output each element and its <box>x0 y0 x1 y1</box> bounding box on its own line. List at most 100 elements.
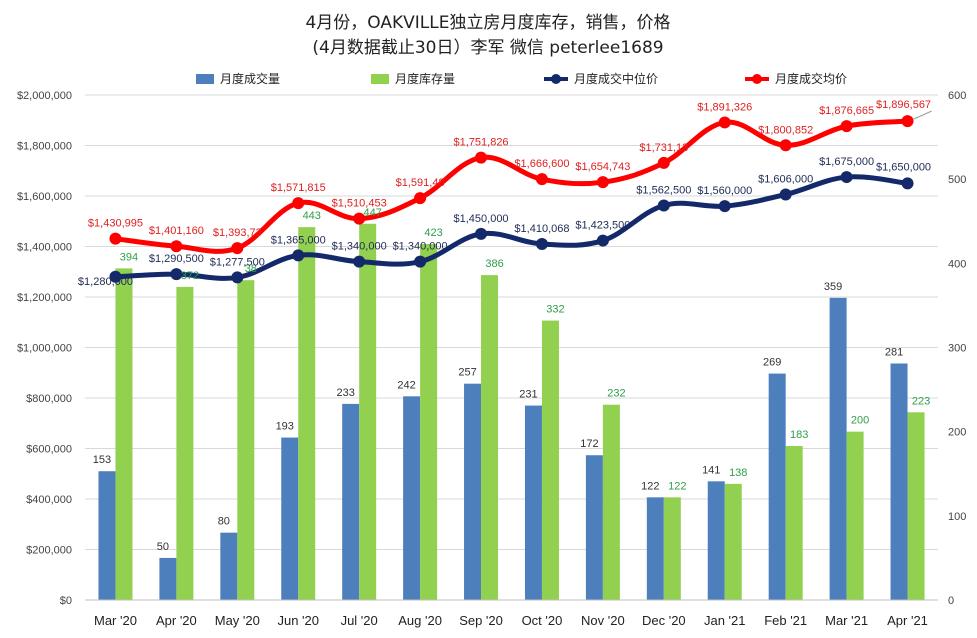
line-point <box>596 176 609 189</box>
bar-series <box>98 223 925 600</box>
line-value-label: $1,510,453 <box>332 198 387 210</box>
bar-value-label: 372 <box>181 270 199 282</box>
x-tick-label: Jan '21 <box>704 613 746 628</box>
bar <box>541 320 559 600</box>
left-tick-label: $200,000 <box>26 545 72 557</box>
line-point <box>414 255 427 268</box>
line-point <box>657 199 670 212</box>
bar <box>890 363 908 600</box>
bar-value-label: 153 <box>93 454 111 466</box>
left-tick-label: $600,000 <box>26 444 72 456</box>
right-tick-label: 100 <box>948 511 966 523</box>
data-labels: 153 50 80 193 233 242 257 231 172 122 141 269 359 281… <box>78 99 932 553</box>
line-value-label: $1,277,500 <box>210 256 265 268</box>
bar-value-label: 172 <box>580 438 598 450</box>
bar-value-label: 231 <box>519 389 537 401</box>
line-point <box>353 212 366 225</box>
x-tick-label: May '20 <box>215 613 260 628</box>
bar-value-label: 38 <box>245 263 257 275</box>
legend-swatch <box>371 74 389 84</box>
x-tick-label: Aug '20 <box>398 613 442 628</box>
line-point <box>535 173 548 186</box>
left-tick-label: $1,400,000 <box>17 242 72 254</box>
series-line <box>112 118 911 254</box>
line-value-label: $1,675,000 <box>819 156 874 168</box>
bar <box>159 557 177 600</box>
line-value-label: $1,650,000 <box>876 161 931 173</box>
bar-value-label: 281 <box>885 346 903 358</box>
line-value-label: $1,896,567 <box>876 99 931 111</box>
x-tick-label: Jun '20 <box>277 613 319 628</box>
line-point <box>840 171 853 184</box>
bar-value-label: 423 <box>424 227 442 239</box>
line-point <box>779 188 792 201</box>
line-point <box>170 240 183 253</box>
legend-label: 月度成交均价 <box>775 71 847 86</box>
bar-value-label: 80 <box>218 516 230 528</box>
right-tick-label: 600 <box>948 90 966 102</box>
line-value-label: $1,654,743 <box>575 161 630 173</box>
legend-marker <box>551 74 561 84</box>
left-tick-label: $1,000,000 <box>17 343 72 355</box>
bar-value-label: 141 <box>702 464 720 476</box>
bar-value-label: 443 <box>303 210 321 222</box>
bar-value-label: 232 <box>607 388 625 400</box>
bar <box>98 471 116 600</box>
x-tick-label: Jul '20 <box>341 613 378 628</box>
bar-value-label: 386 <box>485 258 503 270</box>
bar-value-label: 332 <box>546 304 564 316</box>
line-point <box>414 192 427 205</box>
line-point <box>718 116 731 129</box>
bar <box>220 532 238 600</box>
bar <box>237 280 255 600</box>
line-value-label: $1,560,000 <box>697 185 752 197</box>
x-tick-label: Nov '20 <box>581 613 625 628</box>
label-leader-line <box>913 110 932 120</box>
bar <box>359 223 377 600</box>
right-axis: 0 100 200 300 400 500 600 <box>948 90 966 607</box>
chart-subtitle: (4月数据截止30日）李军 微信 peterlee1689 <box>312 38 663 58</box>
line-point <box>901 177 914 190</box>
x-tick-label: Feb '21 <box>764 613 807 628</box>
line-value-label: $1,340,000 <box>332 241 387 253</box>
x-axis: Mar '20 Apr '20 May '20 Jun '20 Jul '20 Aug '… <box>85 599 938 628</box>
x-tick-label: Apr '20 <box>156 613 197 628</box>
x-tick-label: Sep '20 <box>459 613 503 628</box>
bar <box>403 396 421 600</box>
line-point <box>779 139 792 152</box>
line-point <box>109 232 122 245</box>
bar <box>176 286 194 600</box>
left-tick-label: $2,000,000 <box>17 90 72 102</box>
line-point <box>292 249 305 262</box>
line-point <box>292 197 305 210</box>
bar <box>663 497 681 600</box>
bar <box>420 243 438 600</box>
line-value-label: $1,450,000 <box>454 213 509 225</box>
x-tick-label: Oct '20 <box>522 613 563 628</box>
line-value-label: $1,365,000 <box>271 234 326 246</box>
bar-value-label: 183 <box>790 429 808 441</box>
line-value-label: $1,591,48 <box>396 177 445 189</box>
bar <box>464 383 482 600</box>
line-value-label: $1,430,995 <box>88 218 143 230</box>
line-value-label: $1,751,826 <box>454 137 509 149</box>
bar-value-label: 242 <box>397 379 415 391</box>
bar <box>724 483 742 600</box>
bar <box>342 403 360 600</box>
line-point <box>840 120 853 133</box>
line-value-label: $1,562,500 <box>636 184 691 196</box>
line-point <box>353 255 366 268</box>
line-value-label: $1,290,500 <box>149 253 204 265</box>
left-axis: $0 $200,000 $400,000 $600,000 $800,000 $1,000… <box>17 90 72 607</box>
bar <box>707 481 725 600</box>
bar <box>602 404 620 600</box>
left-tick-label: $0 <box>60 595 72 607</box>
bar-value-label: 50 <box>157 541 169 553</box>
left-tick-label: $1,600,000 <box>17 191 72 203</box>
bar <box>829 297 847 600</box>
line-point <box>475 151 488 164</box>
line-value-label: $1,891,326 <box>697 101 752 113</box>
line-point <box>231 242 244 255</box>
line-value-label: $1,606,000 <box>758 173 813 185</box>
line-value-label: $1,666,600 <box>514 158 569 170</box>
